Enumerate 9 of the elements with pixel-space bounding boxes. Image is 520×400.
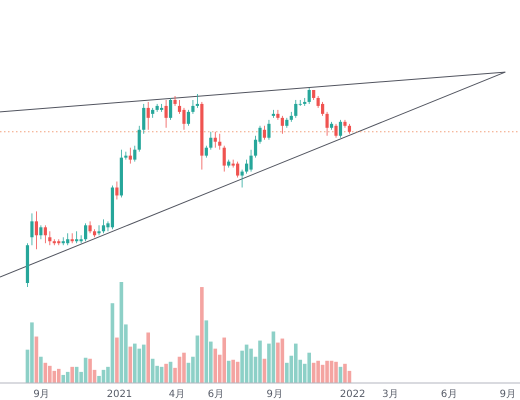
- x-tick-label: 4月: [168, 389, 186, 400]
- x-tick-label: 6月: [208, 389, 224, 400]
- x-tick-label: 9月: [266, 389, 283, 400]
- x-tick-label: 3月: [382, 389, 399, 400]
- x-tick-label: 2021: [106, 389, 132, 400]
- x-tick-label: 9月: [500, 389, 516, 400]
- x-tick-label: 2022: [340, 389, 366, 400]
- x-tick-label: 9月: [33, 389, 50, 400]
- x-tick-label: 6月: [440, 389, 458, 400]
